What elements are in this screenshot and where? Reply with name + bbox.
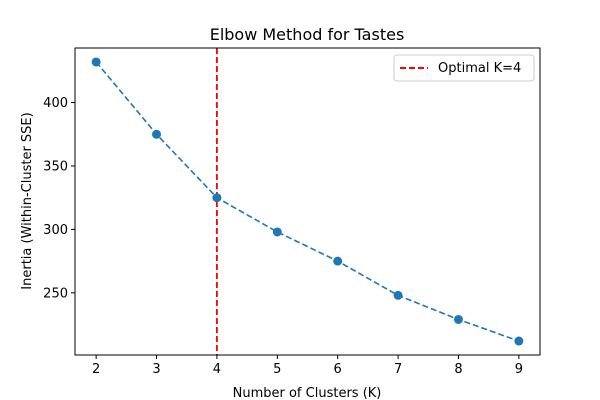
data-point-k7 <box>393 290 403 300</box>
x-tick-label-9: 9 <box>515 362 523 377</box>
data-point-k8 <box>453 314 463 324</box>
series-line <box>95 61 520 342</box>
y-tick-label-250: 250 <box>43 286 68 301</box>
data-point-k5 <box>272 227 282 237</box>
x-tick-label-2: 2 <box>92 362 100 377</box>
data-point-k3 <box>152 129 162 139</box>
y-tick-label-300: 300 <box>43 223 68 238</box>
x-tick-label-5: 5 <box>273 362 281 377</box>
axis-ticks: 2 3 4 5 6 7 8 9 250 300 350 400 <box>43 96 523 377</box>
y-tick-label-350: 350 <box>43 159 68 174</box>
legend-label-optimal-k: Optimal K=4 <box>438 61 521 76</box>
x-tick-label-8: 8 <box>454 362 462 377</box>
x-tick-label-7: 7 <box>394 362 402 377</box>
chart-title: Elbow Method for Tastes <box>210 25 405 44</box>
data-point-k4 <box>212 193 222 203</box>
data-point-k2 <box>91 57 101 67</box>
x-tick-label-4: 4 <box>213 362 221 377</box>
data-point-k9 <box>514 336 524 346</box>
plot-area <box>91 48 524 355</box>
x-tick-label-3: 3 <box>152 362 160 377</box>
legend: Optimal K=4 <box>393 54 535 82</box>
x-tick-label-6: 6 <box>334 362 342 377</box>
y-tick-label-400: 400 <box>43 96 68 111</box>
axes-frame <box>74 47 541 356</box>
y-axis-title: Inertia (Within-Cluster SSE) <box>20 112 35 289</box>
data-point-k6 <box>333 256 343 266</box>
legend-box <box>393 54 535 82</box>
x-axis-title: Number of Clusters (K) <box>233 386 382 400</box>
